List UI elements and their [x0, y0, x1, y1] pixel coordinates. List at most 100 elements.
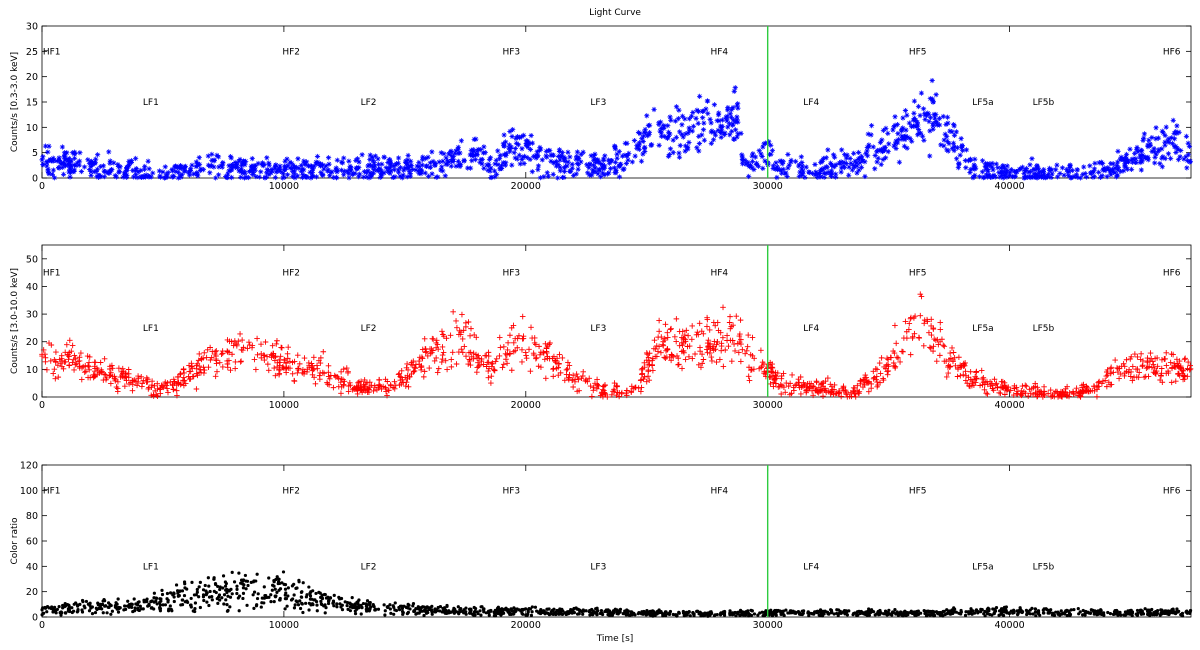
data-point	[980, 607, 984, 612]
data-point	[1038, 174, 1044, 180]
data-point	[1159, 146, 1165, 152]
data-point	[447, 609, 451, 613]
y-tick-label: 20	[26, 337, 38, 348]
data-point	[130, 377, 136, 384]
data-point	[164, 174, 171, 180]
data-point	[898, 128, 905, 134]
data-point	[854, 170, 860, 176]
data-point	[398, 374, 404, 381]
data-point	[80, 608, 84, 612]
data-point	[481, 607, 486, 612]
data-point	[586, 375, 593, 382]
data-point	[182, 593, 187, 598]
data-point	[315, 603, 319, 607]
data-point	[259, 605, 263, 609]
data-point	[245, 603, 249, 607]
data-point	[668, 611, 672, 615]
data-point	[628, 613, 632, 617]
data-point	[220, 364, 226, 370]
data-point	[906, 320, 913, 327]
data-point	[408, 361, 414, 368]
data-point	[1139, 159, 1145, 165]
data-point	[658, 349, 664, 356]
data-point	[238, 162, 245, 168]
data-point	[269, 342, 276, 349]
data-point	[698, 610, 702, 614]
data-point	[1041, 172, 1047, 178]
data-point	[474, 364, 481, 371]
data-point	[444, 366, 450, 373]
data-point	[1033, 166, 1040, 172]
data-point	[527, 368, 534, 374]
data-point	[879, 137, 885, 143]
data-point	[194, 360, 201, 367]
data-point	[907, 351, 914, 358]
data-point	[301, 355, 308, 361]
data-point	[927, 344, 933, 351]
data-point	[173, 163, 179, 169]
data-point	[999, 172, 1005, 179]
data-point	[478, 609, 482, 613]
data-point	[1173, 149, 1179, 156]
data-point	[378, 171, 385, 177]
data-point	[729, 358, 735, 365]
data-point	[276, 366, 282, 373]
data-point	[152, 596, 156, 600]
data-point	[941, 137, 947, 143]
data-point	[916, 126, 922, 133]
data-point	[1133, 156, 1139, 162]
data-point	[676, 154, 683, 160]
data-point	[357, 603, 361, 608]
data-point	[160, 592, 165, 597]
data-point	[232, 580, 237, 584]
data-point	[476, 611, 480, 616]
data-point	[1135, 149, 1141, 155]
data-point	[397, 605, 401, 610]
data-point	[544, 353, 551, 360]
data-point	[246, 583, 250, 588]
data-point	[110, 609, 115, 613]
data-point	[174, 583, 179, 587]
data-point	[784, 173, 790, 180]
data-point	[44, 367, 50, 373]
data-point	[1069, 608, 1073, 612]
data-point	[1081, 613, 1085, 617]
data-point	[341, 172, 347, 178]
data-point	[228, 595, 233, 599]
data-series	[40, 570, 1193, 618]
data-point	[419, 346, 426, 353]
data-point	[1174, 363, 1181, 369]
data-point	[567, 168, 573, 174]
data-point	[870, 375, 877, 382]
data-point	[507, 146, 513, 152]
data-point	[133, 606, 137, 610]
data-point	[885, 130, 891, 136]
data-point	[123, 604, 127, 608]
data-point	[664, 354, 670, 360]
data-point	[947, 350, 953, 356]
data-point	[160, 169, 166, 175]
data-point	[1075, 392, 1081, 399]
data-point	[163, 603, 168, 607]
data-point	[1171, 130, 1177, 136]
data-point	[405, 612, 409, 616]
data-point	[527, 606, 531, 611]
data-point	[873, 373, 880, 380]
data-point	[51, 366, 58, 372]
data-point	[565, 149, 571, 155]
data-point	[828, 388, 834, 395]
data-point	[857, 160, 863, 166]
data-point	[595, 171, 601, 177]
data-point	[1159, 164, 1165, 170]
data-point	[391, 378, 398, 385]
data-point	[769, 610, 773, 615]
data-point	[412, 365, 419, 372]
data-point	[196, 351, 203, 357]
segment-label-high: HF1	[43, 486, 61, 496]
data-point	[531, 340, 538, 346]
data-point	[477, 159, 483, 166]
data-point	[675, 362, 681, 368]
data-point	[1028, 608, 1032, 612]
data-point	[1108, 172, 1114, 178]
data-point	[347, 166, 354, 172]
